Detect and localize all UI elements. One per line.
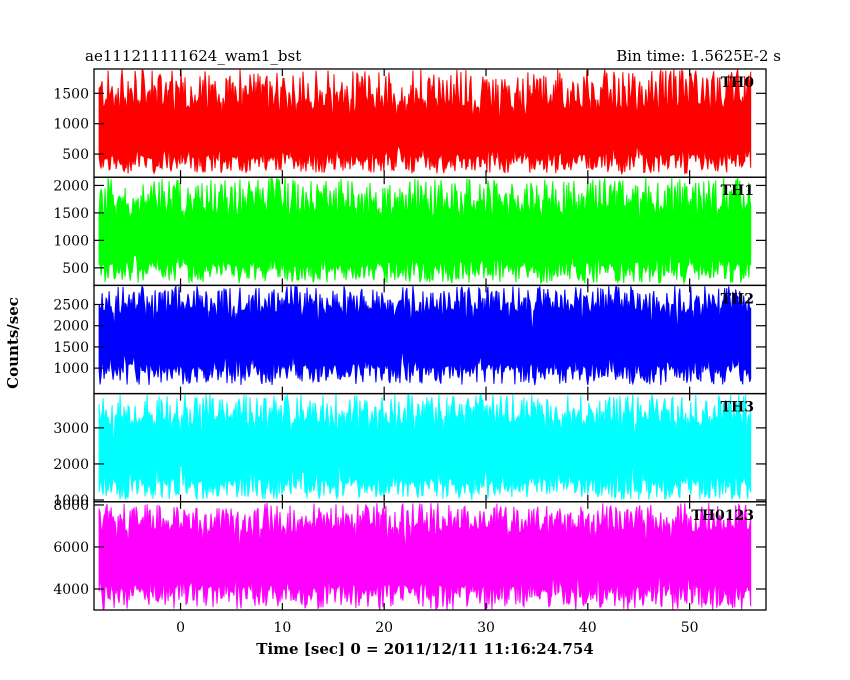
- x-tick-label: 50: [681, 620, 699, 636]
- y-tick-label: 1500: [53, 86, 89, 102]
- y-tick-label: 3000: [53, 421, 89, 437]
- panel-th0: 500 1000 1500 TH0: [53, 68, 767, 178]
- y-tick-label: 2000: [53, 457, 89, 473]
- y-tick-label: 1000: [53, 493, 89, 509]
- series-label: TH0123: [691, 508, 754, 524]
- y-tick-label: 1000: [53, 361, 89, 377]
- series-label: TH3: [721, 400, 754, 416]
- x-tick-label: 40: [579, 620, 597, 636]
- x-tick-label: 20: [375, 620, 393, 636]
- y-tick-label: 500: [62, 261, 89, 277]
- series-label: TH2: [721, 291, 754, 307]
- x-tick-label: 30: [477, 620, 495, 636]
- panel-frame: [93, 501, 767, 611]
- x-tick-label: 10: [273, 620, 291, 636]
- y-tick-label: 2000: [53, 319, 89, 335]
- panel-th0123: 4000 6000 8000 TH0123: [53, 498, 767, 611]
- y-tick-label: 4000: [53, 582, 89, 598]
- bin-time-label: Bin time: 1.5625E-2 s: [616, 47, 781, 65]
- x-tick-labels: 0 10 20 30 40 50: [176, 620, 698, 636]
- y-tick-label: 500: [62, 147, 89, 163]
- panel-th1: 500 1000 1500 2000 TH1: [53, 176, 767, 287]
- series-band-th3: [98, 393, 752, 502]
- y-tick-label: 1500: [53, 206, 89, 222]
- y-tick-label: 6000: [53, 540, 89, 556]
- y-axis-label: Counts/sec: [4, 297, 22, 389]
- series-band-th0123: [98, 502, 752, 610]
- x-tick-label: 0: [176, 620, 185, 636]
- series-band-th2: [98, 285, 752, 386]
- chart-title: ae111211111624_wam1_bst: [85, 47, 301, 65]
- y-tick-label: 1500: [53, 340, 89, 356]
- y-tick-label: 8000: [53, 498, 89, 514]
- series-label: TH0: [721, 75, 755, 91]
- y-tick-label: 1000: [53, 233, 89, 249]
- series-band-th0: [98, 69, 752, 176]
- series-label: TH1: [721, 183, 754, 199]
- y-tick-label: 2000: [53, 178, 89, 194]
- series-band-th1: [98, 177, 752, 285]
- y-tick-label: 2500: [53, 297, 89, 313]
- y-tick-label: 1000: [53, 117, 89, 133]
- panel-th3: 1000 2000 3000 TH3: [53, 392, 767, 509]
- panel-th2: 1000 1500 2000 2500 TH2: [53, 284, 767, 395]
- x-axis-label: Time [sec] 0 = 2011/12/11 11:16:24.754: [256, 640, 593, 658]
